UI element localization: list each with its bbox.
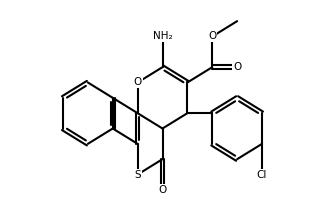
Text: O: O <box>208 31 216 42</box>
Text: Cl: Cl <box>257 169 267 180</box>
Text: NH₂: NH₂ <box>153 31 172 42</box>
Text: O: O <box>233 62 241 72</box>
Text: O: O <box>233 62 241 72</box>
Text: O: O <box>158 185 167 195</box>
Text: S: S <box>134 169 141 180</box>
Text: O: O <box>158 185 167 195</box>
Text: S: S <box>134 169 141 180</box>
Text: O: O <box>208 31 216 42</box>
Text: O: O <box>134 77 142 88</box>
Text: O: O <box>134 77 142 88</box>
Text: NH₂: NH₂ <box>153 31 172 42</box>
Text: Cl: Cl <box>257 169 267 180</box>
